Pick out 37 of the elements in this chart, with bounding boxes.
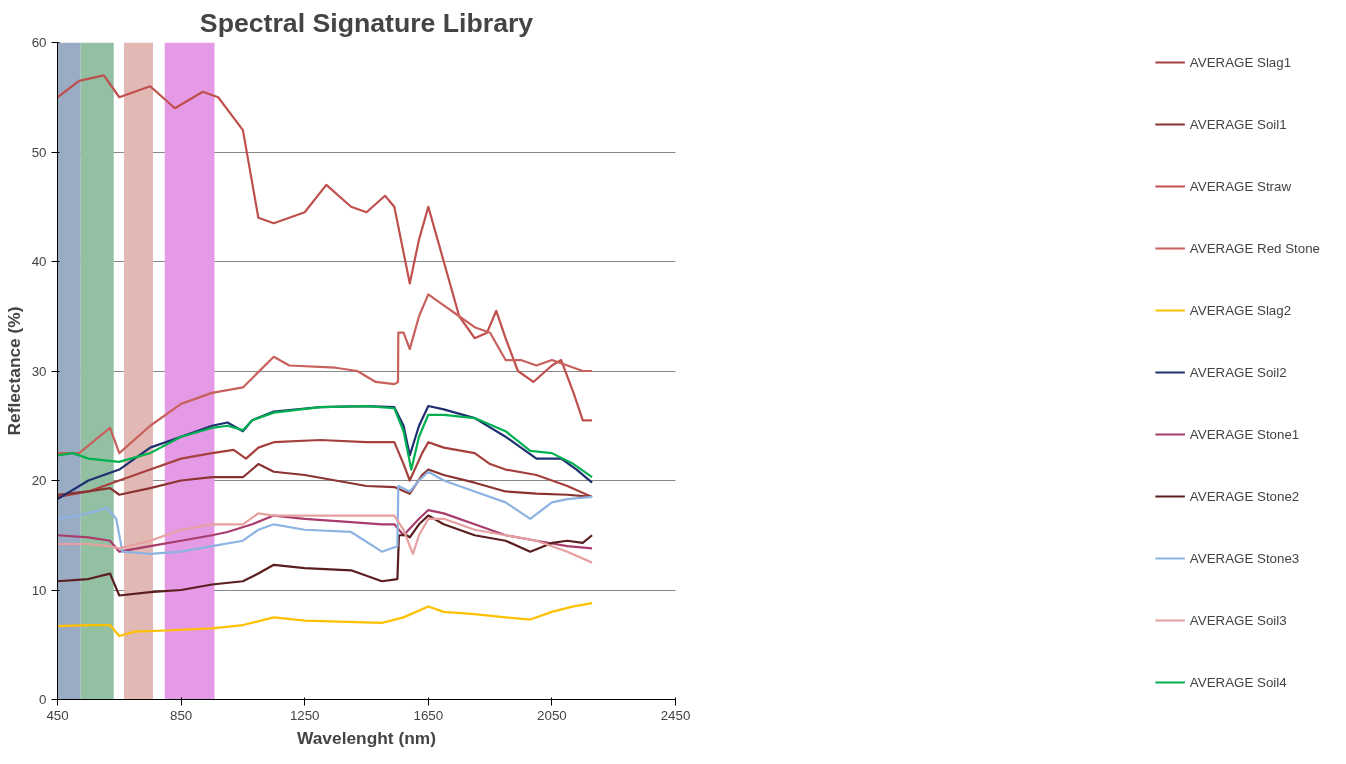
line-series — [57, 508, 594, 553]
x-tick-label: 2050 — [537, 707, 567, 723]
x-tick-label: 1650 — [413, 707, 444, 723]
legend-label: AVERAGE Red Stone — [1189, 240, 1320, 256]
x-tick-label: 2450 — [660, 707, 691, 723]
legend-label: AVERAGE Stone1 — [1189, 426, 1300, 442]
x-axis-title: Wavelenght (nm) — [297, 727, 436, 748]
y-tick-label: 50 — [31, 144, 47, 160]
legend-label: AVERAGE Soil3 — [1189, 612, 1287, 628]
y-tick-label: 0 — [39, 692, 47, 707]
x-tick-label: 850 — [169, 707, 193, 723]
y-tick-label: 60 — [31, 35, 47, 50]
x-tick-label: 450 — [46, 707, 69, 723]
legend-label: AVERAGE Soil1 — [1189, 116, 1287, 132]
y-tick-label: 30 — [31, 363, 47, 379]
legend-label: AVERAGE Soil4 — [1189, 674, 1287, 690]
line-series — [57, 514, 594, 597]
y-tick-label: 20 — [31, 473, 47, 488]
line-series — [57, 470, 594, 555]
y-tick-label: 40 — [31, 254, 47, 269]
legend-label: AVERAGE Slag2 — [1189, 302, 1292, 318]
x-tick-label: 1250 — [289, 707, 320, 723]
y-tick-label: 10 — [31, 582, 47, 598]
line-series — [57, 404, 594, 479]
line-series — [57, 293, 594, 455]
y-axis-title: Reflectance (%) — [3, 306, 24, 436]
legend-label: AVERAGE Stone2 — [1189, 488, 1300, 504]
line-series — [57, 602, 594, 638]
legend-label: AVERAGE Slag1 — [1189, 54, 1292, 70]
legend-label: AVERAGE Stone3 — [1189, 550, 1300, 566]
line-series — [57, 512, 594, 564]
line-series — [57, 74, 594, 422]
chart-title: Spectral Signature Library — [199, 7, 534, 38]
line-series — [57, 404, 594, 501]
legend-label: AVERAGE Soil2 — [1189, 364, 1287, 380]
legend-label: AVERAGE Straw — [1189, 178, 1292, 194]
line-series — [57, 438, 594, 499]
